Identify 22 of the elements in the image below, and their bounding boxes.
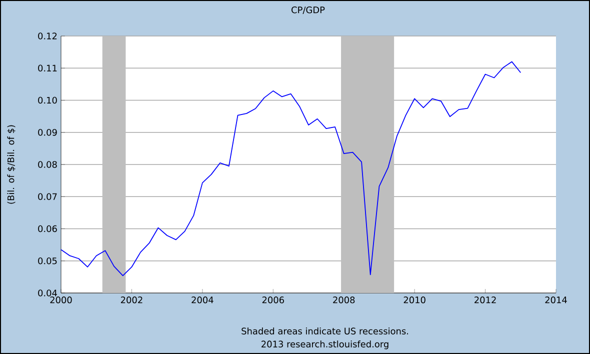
y-tick-label: 0.12 — [38, 32, 57, 40]
x-tick-label: 2012 — [474, 296, 496, 304]
line-series — [60, 61, 522, 276]
y-tick-label: 0.06 — [38, 225, 57, 232]
y-tick-label: 0.11 — [38, 64, 57, 72]
y-tick-label: 0.10 — [38, 96, 57, 104]
x-tick-label: 2010 — [404, 296, 426, 304]
y-tick-label: 0.08 — [38, 161, 57, 168]
y-tick-label: 0.04 — [38, 290, 57, 296]
x-tick-label: 2004 — [192, 296, 214, 304]
chart-title: CP/GDP — [292, 6, 325, 14]
x-tick-label: 2000 — [50, 296, 72, 304]
x-tick-label: 2008 — [333, 296, 355, 304]
text: Shaded areas indicate US recessions. — [242, 328, 408, 334]
y-axis-title: (Bil. of $/Bil. of $) — [7, 125, 16, 204]
y-tick-label: 0.09 — [38, 128, 57, 136]
y-tick-label: 0.07 — [38, 193, 57, 200]
text: 2013 research.stlouisfed.org — [262, 340, 388, 350]
x-tick-label: 2006 — [262, 296, 284, 304]
x-tick-label: 2002 — [120, 296, 142, 304]
x-tick-label: 2014 — [545, 296, 567, 304]
y-tick-label: 0.05 — [38, 257, 57, 264]
